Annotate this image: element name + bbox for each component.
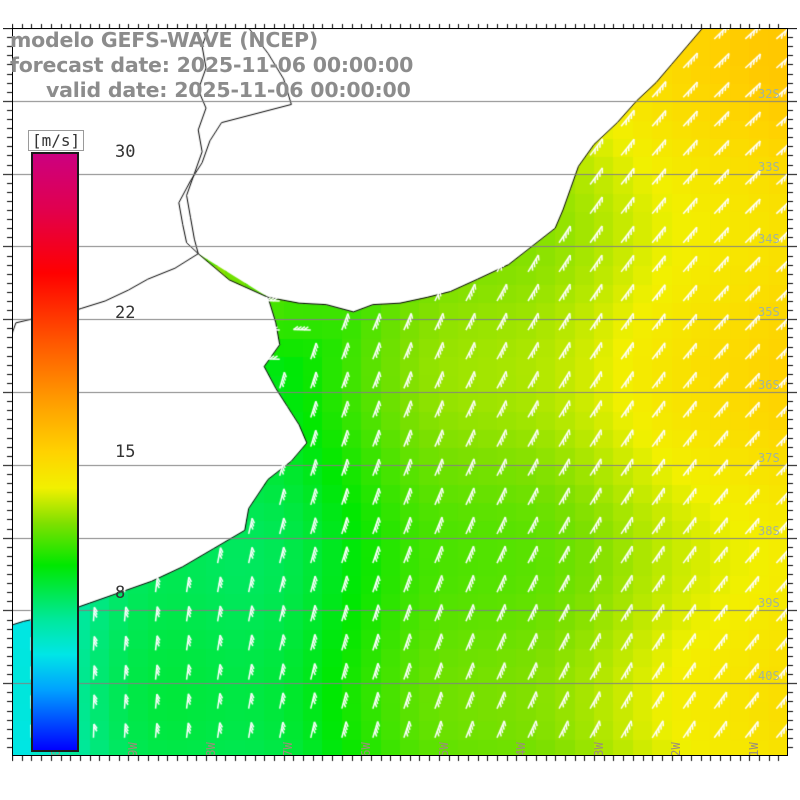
valid-date: valid date: 2025-11-06 00:00:00 — [46, 78, 411, 102]
colorbar-units-label: [m/s] — [28, 130, 85, 151]
map-plot-area[interactable]: 60W59W58W57W56W55W54W53W52W51W32S33S34S3… — [12, 28, 788, 756]
colorbar-tick-22: 22 — [115, 302, 136, 323]
model-title: modelo GEFS-WAVE (NCEP) — [10, 28, 318, 52]
lon-label-55W: 55W — [436, 742, 451, 756]
lat-label-35S: 35S — [758, 305, 780, 320]
lat-label-37S: 37S — [758, 450, 780, 465]
bottom-tick-axis — [12, 756, 788, 765]
lat-label-36S: 36S — [758, 378, 780, 392]
lon-label-54W: 54W — [514, 742, 529, 756]
lat-label-39S: 39S — [758, 596, 780, 611]
left-tick-axis — [3, 28, 12, 756]
lat-label-38S: 38S — [758, 523, 780, 538]
lon-label-52W: 52W — [669, 742, 684, 756]
lat-label-33S: 33S — [758, 159, 780, 174]
lon-label-51W: 51W — [746, 742, 761, 756]
right-tick-axis — [788, 28, 797, 756]
lat-label-40S: 40S — [758, 669, 780, 684]
lat-label-34S: 34S — [758, 232, 780, 247]
top-tick-axis — [12, 20, 788, 29]
colorbar-gradient — [31, 152, 79, 752]
colorbar-tick-8: 8 — [115, 583, 126, 603]
forecast-date: forecast date: 2025-11-06 00:00:00 — [10, 53, 414, 77]
colorbar-tick-30: 30 — [115, 142, 136, 162]
lon-label-56W: 56W — [358, 742, 373, 756]
lon-label-59W: 59W — [126, 742, 141, 756]
lon-label-57W: 57W — [281, 742, 296, 756]
lon-label-53W: 53W — [591, 742, 606, 756]
lon-label-58W: 58W — [203, 742, 218, 756]
wind-barb-layer — [12, 28, 788, 756]
colorbar-tick-15: 15 — [115, 442, 136, 462]
colorbar[interactable]: 30 22 15 8 — [31, 142, 135, 752]
title-block: modelo GEFS-WAVE (NCEP) forecast date: 2… — [10, 28, 550, 103]
lat-label-32S: 32S — [758, 86, 780, 101]
